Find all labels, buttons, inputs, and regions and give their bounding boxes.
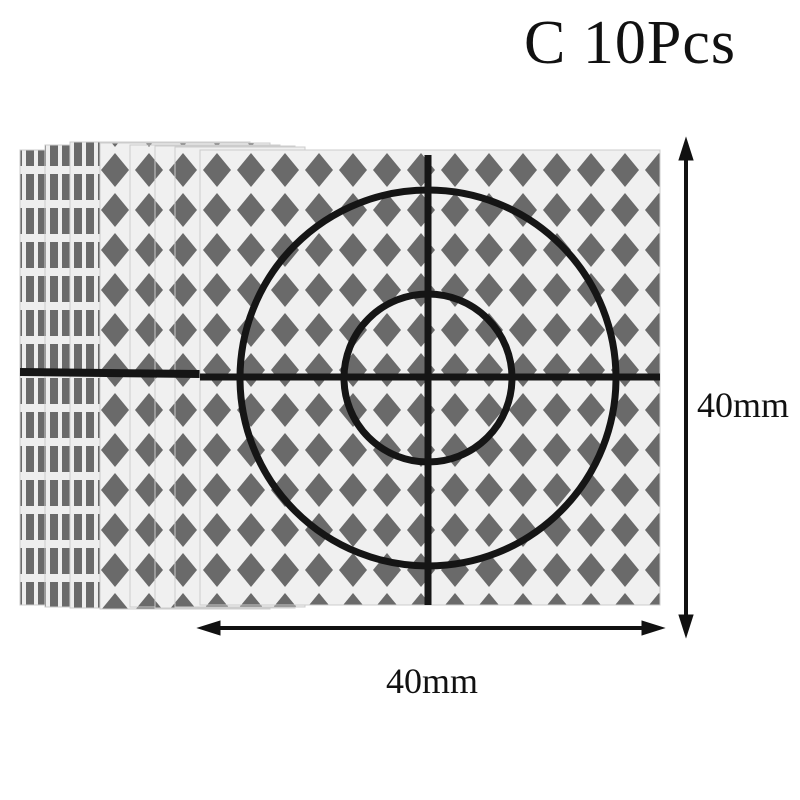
- height-arrow: [678, 136, 694, 639]
- width-label: 40mm: [386, 661, 479, 701]
- front-sheet: [199, 149, 661, 606]
- width-arrow: [196, 620, 666, 636]
- variant-title: C 10Pcs: [524, 9, 736, 77]
- height-label: 40mm: [697, 385, 790, 425]
- back-crosshair: [19, 368, 201, 378]
